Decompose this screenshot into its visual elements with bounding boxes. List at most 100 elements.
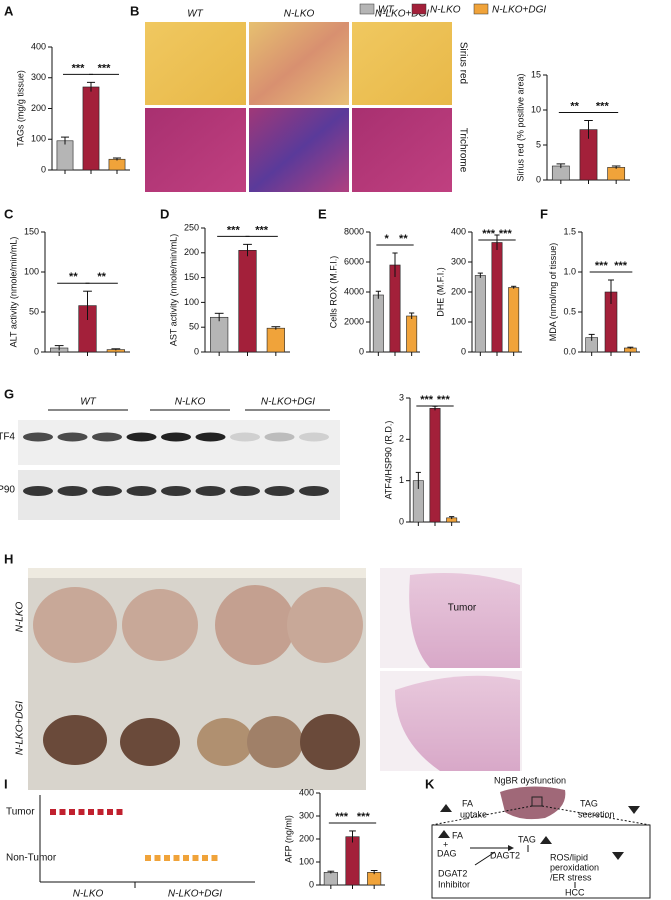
y-tick-label: 100 [184,297,199,307]
legend-label: WT [378,5,394,16]
arrow-up [540,836,552,844]
diagram-text: Inhibitor [438,879,470,889]
y-tick-label: 0 [399,516,404,526]
bar [367,872,382,886]
y-tick-label: 100 [24,266,39,276]
legend-swatch [473,3,489,15]
band [126,486,157,496]
arrow-up [438,830,450,838]
panel-letter: E [318,206,327,221]
y-tick-label: 200 [299,833,314,843]
square [69,809,75,815]
y-tick-label: 10 [531,104,541,114]
square [107,809,113,815]
squares [50,809,218,861]
column-label: N-LKO [284,9,315,20]
liver [247,716,303,768]
bar [474,275,486,353]
bar [491,242,503,353]
y-tick-label: 5 [536,139,541,149]
diagram-text: DGAT2 [438,868,467,878]
y-tick-label: 0.0 [563,346,576,356]
band [161,486,191,496]
panel-letter: C [4,206,14,221]
y-axis-label: TAGs (mg/g tissue) [15,70,25,147]
y-tick-label: 50 [189,322,199,332]
row-label: Sirius red [457,42,468,84]
y-tick-label: 0.5 [563,306,576,316]
y-tick-label: 200 [451,286,466,296]
significance-label: *** [595,260,609,272]
zoom-box [531,796,543,807]
diagram-text: DAG [437,848,457,858]
y-tick-label: 15 [531,69,541,79]
significance-label: *** [72,62,86,74]
tissue [395,675,520,771]
bar [56,140,74,171]
significance-label: *** [596,100,610,112]
x-label: N-LKO [73,889,104,900]
diagram-text: peroxidation [550,862,599,872]
histology-image [352,22,452,105]
bar [323,872,338,886]
square [78,809,85,815]
bar [210,316,229,353]
diagram-text: ROS/lipid [550,852,588,862]
diagram-text: NgBR dysfunction [494,775,566,785]
liver [197,718,253,766]
y-label: Non-Tumor [6,853,57,864]
y-tick-label: 0 [194,346,199,356]
y-tick-label: 4000 [344,286,364,296]
y-axis-label: ATF4/HSP90 (R.D.) [383,421,393,500]
y-tick-label: 6000 [344,256,364,266]
y-label: Tumor [6,807,35,818]
y-tick-label: 100 [31,134,46,144]
y-tick-label: 2000 [344,316,364,326]
y-tick-label: 100 [299,856,314,866]
blot-image [18,420,340,465]
bar [406,315,418,353]
liver [33,587,117,663]
square [183,855,189,861]
square [173,855,180,861]
bar [389,264,401,353]
row-label: N-LKO+DGI [15,701,26,755]
y-tick-label: 300 [31,72,46,82]
arrowhead [508,845,514,851]
y-axis-label: DHE (M.F.I.) [435,267,445,317]
band [264,486,295,496]
y-tick-label: 3 [399,392,404,402]
significance-label: ** [97,271,106,283]
histology-image [249,108,349,192]
significance-label: *** [357,811,371,823]
panel-letter: I [4,776,8,791]
y-axis-label: AST activity (nmole/min/mL) [168,234,178,346]
band [299,432,329,442]
square [97,809,104,815]
square [50,809,56,815]
bar [108,158,126,171]
significance-label: *** [335,811,349,823]
panel-letter: H [4,551,13,566]
significance-label: *** [255,224,269,236]
diagram-text: FA [452,830,463,840]
significance-label: *** [420,394,434,406]
band [161,432,191,442]
y-axis-label: Sirius red (% positive area) [515,73,525,181]
band [57,486,88,496]
y-tick-label: 8000 [344,226,364,236]
significance-label: *** [227,224,241,236]
band-label: ATF4 [0,432,15,443]
significance-label: ** [570,100,579,112]
y-tick-label: 200 [184,247,199,257]
arrow-up [440,804,452,812]
diagram-box [431,824,651,899]
column-label: WT [187,9,203,20]
significance-label: *** [614,260,628,272]
band-label: HSP90 [0,485,15,496]
row-label: Trichrome [457,128,468,173]
significance-label: *** [499,228,513,240]
band [195,432,226,442]
panel-letter: K [425,776,435,791]
